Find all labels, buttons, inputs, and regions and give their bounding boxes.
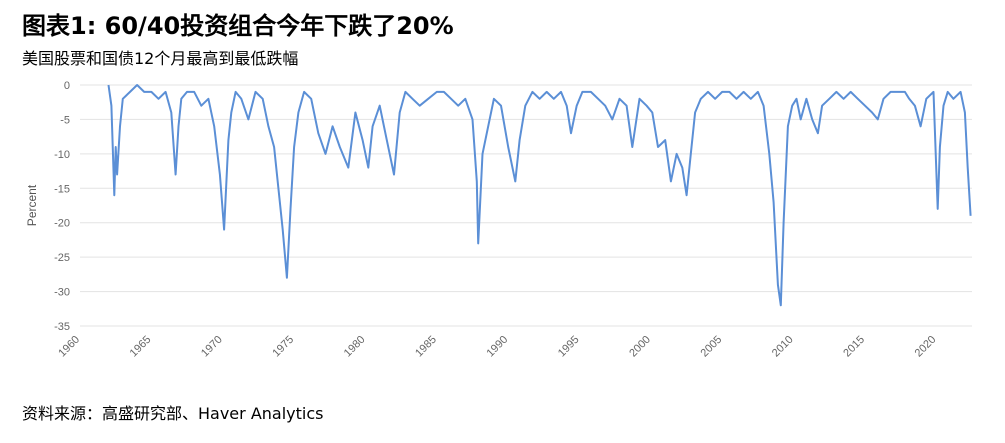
chart-title: 图表1: 60/40投资组合今年下跌了20% (22, 12, 454, 40)
x-tick-label: 1970 (199, 334, 225, 360)
gridlines (80, 84, 972, 327)
x-tick-label: 1960 (56, 334, 82, 360)
y-tick-label: -10 (54, 149, 70, 161)
source-note: 资料来源：高盛研究部、Haver Analytics (22, 404, 324, 423)
x-tick-label: 2020 (913, 334, 939, 360)
y-axis-title: Percent (25, 184, 39, 226)
x-tick-label: 1965 (128, 334, 154, 360)
y-tick-label: -35 (54, 321, 70, 333)
x-tick-label: 2005 (699, 334, 725, 360)
series-line (107, 84, 972, 307)
x-axis-ticks: 1960 1965 1970 1975 1980 1985 1990 1995 2000 2005… (56, 334, 938, 360)
x-tick-label: 2000 (627, 334, 653, 360)
x-tick-label: 1980 (342, 334, 368, 360)
chart-subtitle: 美国股票和国债12个月最高到最低跌幅 (22, 49, 299, 68)
y-tick-label: -25 (54, 252, 70, 264)
y-tick-label: -15 (54, 183, 70, 195)
x-tick-label: 2010 (770, 334, 796, 360)
y-axis-ticks: 0 -5 -10 -15 -20 -25 -30 -35 (54, 80, 70, 333)
series-group (107, 84, 972, 307)
x-tick-label: 1995 (556, 334, 582, 360)
x-tick-label: 1975 (270, 334, 296, 360)
x-tick-label: 1990 (484, 334, 510, 360)
y-tick-label: 0 (64, 80, 70, 92)
y-tick-label: -5 (60, 114, 70, 126)
x-tick-label: 2015 (841, 334, 867, 360)
x-tick-label: 1985 (413, 334, 439, 360)
y-tick-label: -30 (54, 287, 70, 299)
line-chart: 0-5-10-15-20-25-30-35 1960 1965 1970 1975 19… (25, 80, 972, 360)
y-tick-label: -20 (54, 218, 70, 230)
